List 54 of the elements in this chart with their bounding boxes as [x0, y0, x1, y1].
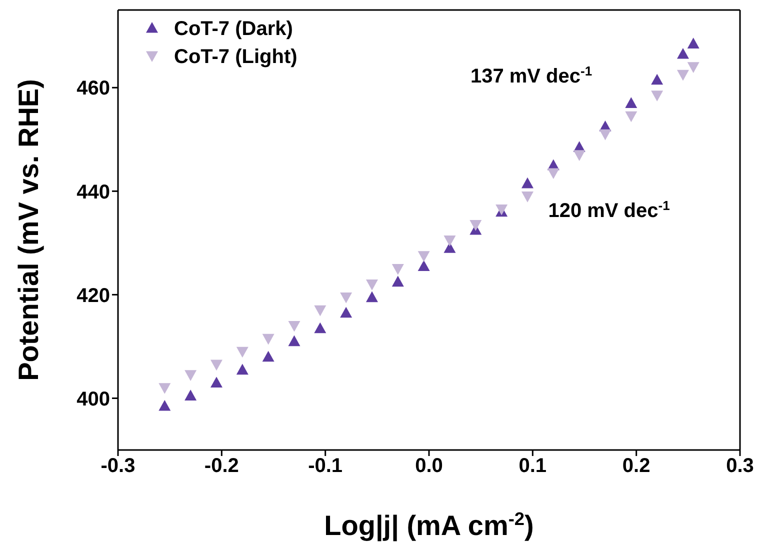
point — [521, 192, 534, 202]
point — [184, 390, 197, 400]
point — [625, 111, 638, 122]
point — [392, 264, 404, 275]
point — [687, 62, 700, 73]
point — [236, 346, 248, 358]
point — [158, 400, 171, 411]
x-tick-label: -0.2 — [204, 455, 239, 478]
y-tick-label: 400 — [76, 388, 110, 410]
point — [340, 306, 352, 318]
point — [366, 291, 378, 302]
point — [625, 97, 638, 108]
point — [262, 350, 274, 362]
point — [158, 383, 171, 394]
point — [651, 74, 664, 85]
point — [288, 320, 300, 332]
point — [521, 177, 534, 188]
x-axis-title: Log|j| (mA cm$^{-2}$) — [324, 509, 534, 542]
x-tick-label: -0.1 — [308, 455, 343, 478]
y-tick-label: 420 — [76, 284, 110, 307]
point — [676, 70, 689, 81]
point — [210, 376, 222, 388]
point — [687, 38, 700, 48]
point — [314, 322, 326, 334]
point — [262, 334, 274, 345]
annotation: 120 mV dec$^{-1}$ — [548, 198, 670, 222]
legend-label: CoT-7 (Light) — [174, 46, 298, 68]
point — [599, 129, 612, 140]
x-tick-label: -0.3 — [100, 455, 136, 478]
x-tick-label: 0.0 — [415, 455, 443, 478]
x-tick-label: 0.2 — [622, 455, 650, 478]
point — [236, 364, 248, 375]
y-axis-title: Potential (mV vs. RHE) — [13, 79, 44, 381]
x-tick-label: 0.3 — [726, 455, 754, 478]
point — [418, 260, 430, 272]
point — [651, 90, 664, 102]
point — [444, 236, 456, 246]
point — [210, 360, 222, 371]
point — [288, 335, 300, 346]
point — [573, 150, 586, 161]
point — [366, 280, 378, 290]
point — [184, 370, 197, 381]
x-tick-label: 0.1 — [518, 455, 547, 478]
point — [547, 168, 560, 180]
point — [418, 251, 430, 262]
point — [314, 305, 326, 316]
legend-label: CoT-7 (Dark) — [174, 18, 293, 40]
point — [676, 48, 689, 59]
annotation: 137 mV dec$^{-1}$ — [470, 62, 592, 88]
y-tick-label: 440 — [76, 181, 110, 204]
y-tick-label: 460 — [76, 78, 110, 100]
point — [340, 292, 352, 304]
point — [392, 276, 404, 287]
point — [470, 220, 482, 231]
